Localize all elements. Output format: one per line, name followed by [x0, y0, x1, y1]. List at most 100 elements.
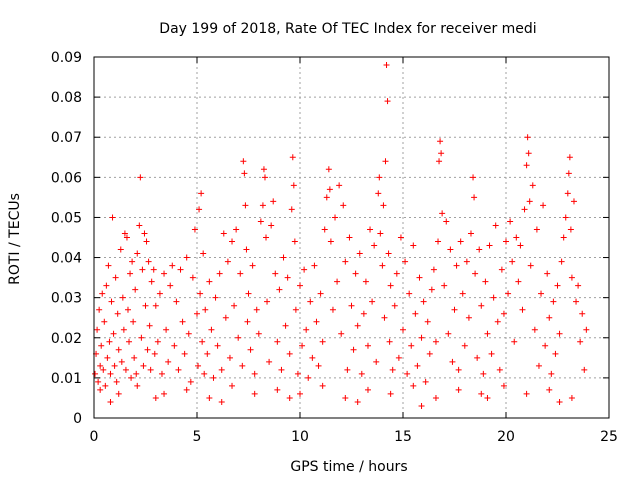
- data-point: [523, 390, 530, 397]
- data-point: [459, 290, 466, 297]
- data-point: [158, 370, 165, 377]
- data-point: [340, 202, 347, 209]
- data-point: [457, 238, 464, 245]
- data-point: [556, 330, 563, 337]
- data-point: [348, 302, 355, 309]
- data-point: [552, 350, 559, 357]
- data-point: [408, 342, 415, 349]
- data-point: [261, 174, 268, 181]
- data-point: [488, 350, 495, 357]
- data-point: [264, 298, 271, 305]
- data-point: [151, 350, 158, 357]
- data-point: [113, 378, 120, 385]
- data-point: [505, 290, 512, 297]
- data-point: [526, 198, 533, 205]
- data-point: [147, 366, 154, 373]
- data-point: [575, 282, 582, 289]
- data-point: [319, 382, 326, 389]
- data-point: [480, 370, 487, 377]
- data-point: [385, 250, 392, 257]
- data-point: [266, 358, 273, 365]
- data-point: [315, 362, 322, 369]
- data-point: [478, 302, 485, 309]
- data-point: [371, 242, 378, 249]
- data-point: [251, 370, 258, 377]
- data-point: [332, 214, 339, 221]
- data-point: [118, 358, 125, 365]
- data-point: [428, 286, 435, 293]
- data-point: [441, 282, 448, 289]
- data-point: [177, 266, 184, 273]
- data-point: [573, 298, 580, 305]
- data-point: [511, 338, 518, 345]
- data-point: [346, 234, 353, 241]
- data-point: [206, 278, 213, 285]
- data-point: [292, 306, 299, 313]
- data-point: [137, 174, 144, 181]
- data-point: [123, 234, 130, 241]
- data-point: [484, 394, 491, 401]
- data-point: [212, 294, 219, 301]
- data-point: [535, 362, 542, 369]
- data-point: [406, 290, 413, 297]
- y-tick-label: 0.01: [51, 371, 82, 387]
- data-point: [210, 374, 217, 381]
- data-point: [278, 366, 285, 373]
- data-point: [242, 202, 249, 209]
- data-point: [259, 202, 266, 209]
- data-point: [146, 322, 153, 329]
- data-point: [344, 366, 351, 373]
- data-point: [152, 302, 159, 309]
- data-point: [461, 342, 468, 349]
- data-point: [131, 354, 138, 361]
- data-point: [229, 382, 236, 389]
- data-point: [544, 270, 551, 277]
- data-point: [195, 362, 202, 369]
- data-point: [531, 326, 538, 333]
- data-point: [163, 326, 170, 333]
- data-point: [127, 270, 134, 277]
- x-tick-label: 20: [497, 429, 515, 445]
- data-point: [208, 326, 215, 333]
- data-point: [161, 390, 168, 397]
- data-point: [233, 226, 240, 233]
- data-point: [467, 230, 474, 237]
- data-point: [319, 338, 326, 345]
- data-point: [112, 274, 119, 281]
- data-point: [449, 358, 456, 365]
- data-point: [367, 226, 374, 233]
- data-point: [139, 266, 146, 273]
- data-point: [323, 194, 330, 201]
- data-point: [241, 170, 248, 177]
- data-point: [96, 306, 103, 313]
- data-point: [183, 254, 190, 261]
- data-point: [309, 354, 316, 361]
- y-tick-label: 0.04: [51, 251, 82, 267]
- data-point: [169, 262, 176, 269]
- data-point: [566, 154, 573, 161]
- data-point: [387, 390, 394, 397]
- data-point: [104, 354, 111, 361]
- data-point: [395, 354, 402, 361]
- data-point: [189, 274, 196, 281]
- data-point: [251, 390, 258, 397]
- data-point: [274, 338, 281, 345]
- x-tick-label: 25: [600, 429, 618, 445]
- data-point: [465, 314, 472, 321]
- data-point: [486, 242, 493, 249]
- data-point: [144, 346, 151, 353]
- data-point: [455, 386, 462, 393]
- data-point: [471, 194, 478, 201]
- data-point: [568, 394, 575, 401]
- data-point: [115, 390, 122, 397]
- data-point: [253, 306, 260, 313]
- data-point: [383, 62, 390, 69]
- data-point: [517, 242, 524, 249]
- data-point: [540, 202, 547, 209]
- data-point: [496, 366, 503, 373]
- data-point: [437, 138, 444, 145]
- data-point: [218, 398, 225, 405]
- data-point: [354, 398, 361, 405]
- data-point: [140, 362, 147, 369]
- data-point: [257, 218, 264, 225]
